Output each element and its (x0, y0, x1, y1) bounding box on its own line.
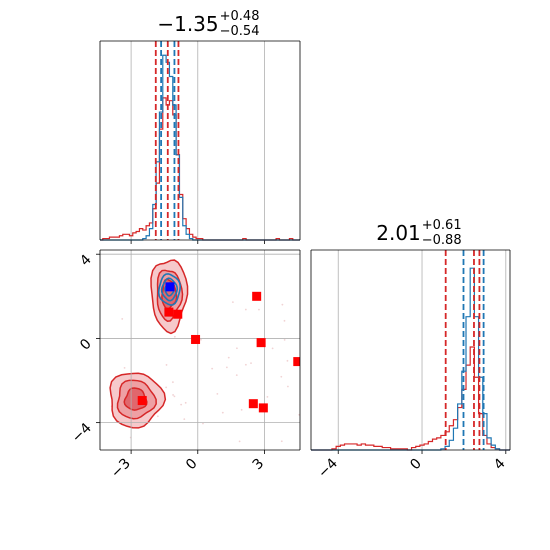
density-contour-blue (160, 277, 179, 302)
scatter-marker (164, 307, 174, 317)
plot-area (100, 41, 300, 240)
x-tick-label: 0 (183, 456, 201, 474)
sample-point (173, 395, 176, 398)
sample-point (180, 403, 183, 406)
sample-point (225, 366, 228, 369)
y-tick-label: 0 (77, 336, 95, 354)
marginal-histogram-param2: −4 0 4 2.01 +0.61−0.88 (310, 218, 511, 481)
sample-point (202, 422, 204, 425)
y-tick-label: −4 (69, 420, 95, 446)
highlight-marker (165, 282, 175, 292)
panel-title-lower-error: −0.88 (422, 233, 462, 248)
y-tick-label: 4 (77, 252, 95, 270)
sample-point (184, 401, 187, 404)
sample-point (271, 347, 274, 350)
sample-point (156, 415, 159, 418)
x-tick-label: 4 (491, 455, 509, 473)
x-tick-label: 3 (250, 456, 268, 474)
sample-point (240, 408, 243, 411)
sample-point (235, 374, 238, 377)
sample-point (286, 359, 289, 362)
sample-point (173, 335, 176, 338)
scatter-marker (258, 403, 268, 413)
panel-title-value: 2.01 (376, 221, 421, 245)
sample-point (250, 362, 252, 365)
sample-point (287, 385, 289, 388)
scatter-marker (173, 309, 183, 319)
sample-point (216, 393, 219, 395)
sample-point (227, 356, 230, 359)
sample-point (183, 418, 186, 421)
histogram-red (311, 346, 510, 451)
sample-point (281, 303, 284, 306)
sample-point (221, 411, 224, 414)
x-tick-label: −4 (315, 455, 341, 481)
sample-point (283, 319, 286, 322)
sample-point (258, 308, 260, 311)
panel-title-lower-error: −0.54 (220, 24, 260, 39)
scatter-marker (252, 291, 262, 301)
sample-point (211, 367, 214, 370)
sample-point (283, 338, 286, 341)
sample-point (172, 394, 174, 396)
sample-point (298, 413, 300, 416)
scatter-marker (191, 334, 201, 344)
x-tick-label: −3 (108, 456, 134, 482)
sample-point (280, 440, 283, 443)
sample-point (123, 367, 126, 369)
sample-point (171, 381, 174, 384)
sample-point (244, 308, 247, 311)
scatter-marker (137, 396, 147, 406)
sample-point (244, 363, 247, 366)
sample-point (165, 386, 168, 389)
scatter-marker (256, 338, 266, 348)
sample-point (200, 338, 202, 341)
panel-title-value: −1.35 (157, 12, 218, 36)
sample-point (280, 375, 283, 378)
joint-plot-content (100, 250, 300, 450)
panel-title-upper-error: +0.48 (220, 9, 260, 24)
joint-scatter-param1-param2: −3 0 3 4 0 −4 (69, 249, 301, 482)
sample-point (165, 364, 168, 366)
sample-point (231, 301, 234, 304)
marginal-histogram-param1: −1.35 +0.48−0.54 (99, 9, 301, 244)
sample-point (238, 440, 241, 443)
sample-point (236, 347, 238, 350)
density-contour-blue (157, 273, 182, 306)
scatter-marker (293, 357, 300, 367)
plot-area (311, 250, 510, 450)
x-tick-label: 0 (407, 456, 425, 474)
sample-point (121, 318, 124, 320)
panel-title-upper-error: +0.61 (422, 218, 462, 233)
sample-point (266, 395, 269, 398)
histogram-blue (311, 267, 510, 451)
scatter-marker (248, 399, 258, 409)
